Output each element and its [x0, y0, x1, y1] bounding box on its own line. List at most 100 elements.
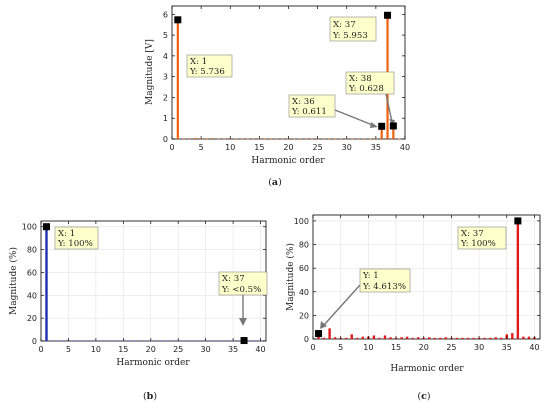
bar: [372, 335, 376, 339]
bar: [240, 138, 243, 140]
bar: [217, 138, 220, 140]
bar: [209, 340, 213, 342]
bar: [351, 138, 354, 140]
bar: [248, 340, 251, 342]
bar: [144, 340, 147, 342]
x-tick-label: 15: [118, 345, 128, 354]
x-ticks: 0 5 10 15 20 25 30 35 40: [38, 221, 266, 354]
datatip-marker: [42, 223, 50, 231]
bar: [522, 336, 525, 339]
annotation-line2: Y: 5.736: [189, 67, 225, 77]
annotation-line1: Y: 1: [362, 271, 379, 281]
bar: [339, 138, 343, 140]
bar: [171, 340, 174, 342]
bar: [293, 138, 296, 140]
annotation-peak-37: X: 37 Y: 5.953: [329, 16, 377, 42]
y-tick-label: 3: [163, 73, 168, 82]
y-tick-label: 20: [27, 314, 37, 323]
y-tick-label: 100: [22, 223, 37, 232]
bar: [211, 138, 214, 139]
x-axis-label: Harmonic order: [251, 156, 325, 166]
bar: [83, 340, 87, 342]
bar: [160, 340, 163, 342]
x-tick-label: 35: [502, 343, 512, 352]
y-axis-label: Magnitude [V]: [145, 39, 155, 105]
bar: [356, 337, 359, 339]
annotation-line1: X: 1: [190, 57, 207, 67]
bar: [428, 337, 431, 339]
x-tick-label: 40: [529, 343, 539, 352]
annotation-line1: X: 1: [58, 229, 75, 239]
bar: [105, 340, 109, 342]
y-tick-label: 20: [299, 311, 309, 320]
y-tick-label: 80: [27, 246, 37, 255]
annotation-line2: Y: 4.613%: [362, 282, 406, 292]
bar: [45, 226, 48, 341]
bar: [193, 340, 196, 342]
bar: [405, 336, 409, 339]
annotation-arrowhead: [370, 122, 378, 128]
annotations: X: 1 Y: 5.736 X: 37 Y: 5.953 X: 38 Y: 0.…: [174, 11, 397, 130]
bar: [111, 340, 114, 342]
x-tick-label: 20: [146, 345, 156, 354]
bar: [328, 138, 331, 140]
annotation-line2: Y: 100%: [460, 239, 496, 249]
bar: [72, 340, 76, 342]
panel-label-a: (a): [268, 177, 282, 188]
annotation-peak-37: X: 37 Y: <0.5%: [218, 271, 268, 326]
panel-label-c: (c): [417, 391, 430, 402]
x-tick-label: 5: [199, 143, 204, 152]
x-axis-label: Harmonic order: [116, 358, 190, 368]
bar: [176, 19, 179, 139]
annotation-box: [359, 268, 411, 293]
bar: [275, 138, 278, 140]
annotations: X: 37 Y: 100% Y: 1 Y: 4.613%: [315, 217, 522, 338]
y-axis-label: Magnitude (%): [8, 247, 19, 315]
bar: [380, 126, 383, 139]
bar: [127, 340, 131, 342]
bar: [220, 340, 224, 342]
y-tick-label: 60: [299, 264, 309, 273]
y-tick-label: 5: [163, 31, 168, 40]
annotation-pointer: [334, 109, 376, 127]
bar: [511, 333, 514, 339]
y-ticks: 0 20 40 60 80 100: [294, 217, 540, 344]
x-tick-label: 15: [254, 143, 264, 152]
bar: [378, 337, 381, 339]
bar: [516, 220, 520, 339]
annotation-box: [54, 226, 99, 250]
y-tick-label: 100: [294, 217, 309, 226]
annotation-box: [186, 54, 233, 78]
bar: [246, 138, 249, 140]
y-tick-label: 80: [299, 241, 309, 250]
x-tick-label: 25: [446, 343, 456, 352]
annotation-line1: X: 37: [333, 20, 356, 30]
bar: [281, 138, 284, 140]
x-tick-label: 35: [228, 345, 238, 354]
panel-b: 0 5 10 15 20 25 30 35 40 0 20 40 60 80 100 X: 1 Y: 10…: [8, 220, 268, 402]
annotation-box: [329, 16, 377, 42]
annotation-pointer: [323, 284, 361, 326]
bar: [50, 340, 54, 342]
annotation-box: [457, 226, 507, 250]
x-tick-label: 30: [201, 345, 211, 354]
bar: [322, 337, 326, 339]
y-tick-label: 0: [304, 335, 309, 344]
bar: [527, 336, 531, 339]
x-tick-label: 40: [400, 143, 410, 152]
bar: [188, 138, 191, 139]
annotation-peak-1: X: 1 Y: 100%: [54, 226, 99, 250]
annotation-line1: X: 37: [461, 229, 484, 239]
bar: [61, 340, 65, 342]
y-tick-label: 1: [163, 114, 168, 123]
x-tick-label: 35: [371, 143, 381, 152]
annotation-line1: X: 37: [222, 274, 245, 284]
y-axis-label: Magnitude (%): [285, 243, 296, 311]
bar: [166, 340, 169, 342]
annotation-arrowhead: [320, 321, 327, 329]
panel-a: 0 5 10 15 20 25 30 35 40 0 1 2 3 4 5 6 X: 1 Y: 5.736 X…: [145, 5, 410, 188]
x-tick-label: 0: [169, 143, 174, 152]
annotation-line2: Y: 5.953: [332, 31, 368, 41]
bar: [269, 138, 273, 140]
annotation-line2: Y: 0.628: [348, 84, 384, 94]
